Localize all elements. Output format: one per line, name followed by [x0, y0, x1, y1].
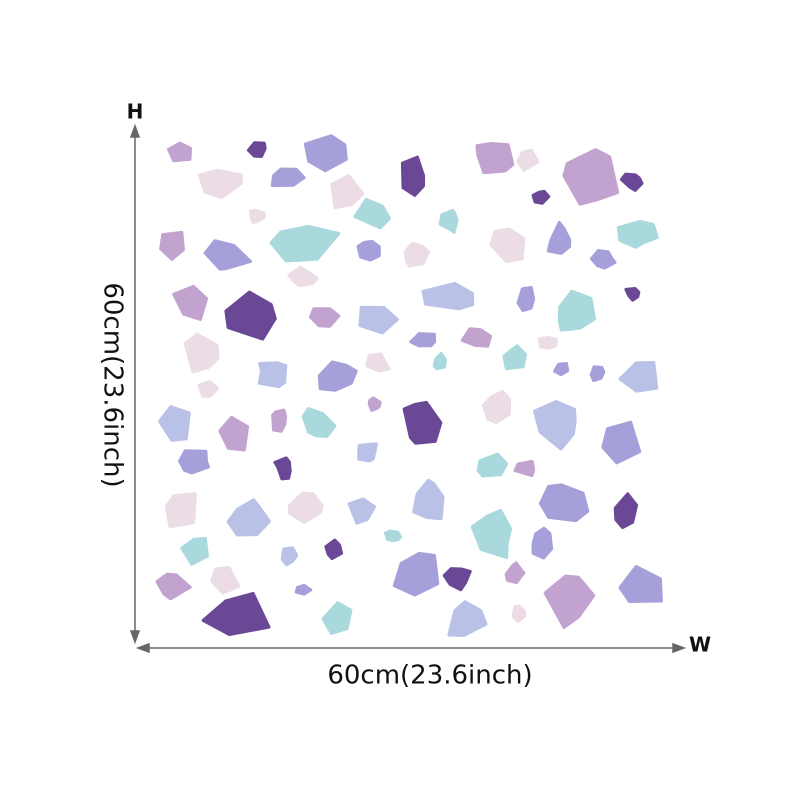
terrazzo-chip [546, 220, 572, 255]
height-axis-label: H [127, 100, 144, 124]
terrazzo-chip [330, 174, 365, 209]
terrazzo-chip [601, 420, 642, 465]
terrazzo-chip [248, 208, 266, 225]
terrazzo-chip [155, 572, 192, 601]
terrazzo-chip [167, 141, 192, 163]
arrow-head [672, 642, 687, 654]
terrazzo-chip [356, 239, 381, 262]
terrazzo-chip [557, 289, 597, 332]
terrazzo-chip [164, 492, 197, 529]
terrazzo-chip [197, 380, 220, 398]
terrazzo-chip [533, 400, 577, 451]
terrazzo-chip [353, 198, 391, 230]
terrazzo-chip [543, 574, 596, 629]
terrazzo-chip [438, 208, 459, 234]
terrazzo-chip [447, 600, 488, 637]
arrow-head [135, 642, 150, 654]
terrazzo-chip [511, 604, 527, 624]
terrazzo-chip [516, 148, 540, 172]
terrazzo-chip [257, 361, 288, 389]
terrazzo-chip [513, 459, 536, 477]
terrazzo-chip [280, 546, 299, 567]
terrazzo-chip [383, 529, 403, 543]
terrazzo-chip [180, 537, 209, 566]
terrazzo-chip [409, 332, 437, 348]
terrazzo-chip [476, 452, 509, 478]
terrazzo-chip [273, 456, 292, 481]
terrazzo-chip [303, 134, 348, 173]
terrazzo-chip [324, 538, 344, 561]
terrazzo-chip [616, 219, 659, 249]
terrazzo-chip [538, 483, 590, 523]
terrazzo-chip [183, 332, 220, 374]
terrazzo-chip [357, 442, 378, 463]
terrazzo-chip [403, 241, 430, 268]
terrazzo-chip [624, 287, 641, 302]
arrow-head [129, 123, 141, 138]
terrazzo-chip [516, 286, 536, 312]
terrazzo-chip [489, 227, 526, 263]
terrazzo-chip [224, 290, 277, 341]
terrazzo-chip [287, 491, 324, 524]
terrazzo-chip [158, 405, 191, 442]
width-dimension: 60cm(23.6inch) [327, 661, 532, 691]
terrazzo-chip [226, 498, 271, 537]
terrazzo-chip [618, 565, 663, 603]
terrazzo-chip [269, 224, 341, 263]
terrazzo-chip [475, 142, 515, 175]
terrazzo-chip [460, 327, 493, 348]
terrazzo-chip [553, 362, 570, 377]
terrazzo-chip [619, 172, 644, 192]
terrazzo-chip [365, 352, 391, 373]
terrazzo-chip [421, 281, 475, 311]
terrazzo-chip [178, 449, 210, 475]
terrazzo-chip [504, 561, 526, 584]
terrazzo-chip [613, 492, 639, 530]
terrazzo-chip [358, 305, 399, 335]
terrazzo-chip [159, 230, 185, 261]
height-dimension: 60cm(23.6inch) [98, 282, 128, 487]
terrazzo-chip [347, 497, 377, 525]
terrazzo-chip [287, 265, 319, 288]
terrazzo-chip [531, 189, 551, 205]
terrazzo-chip [589, 365, 606, 383]
terrazzo-chip [538, 335, 559, 350]
terrazzo-chip [531, 526, 554, 560]
terrazzo-chip [203, 239, 252, 271]
terrazzo-chip [294, 583, 313, 596]
terrazzo-chip [618, 361, 659, 393]
terrazzo-chip [308, 307, 341, 328]
terrazzo-chip [562, 148, 620, 206]
terrazzo-chip [589, 249, 617, 270]
terrazzo-chip [172, 284, 209, 321]
width-axis-label: W [689, 633, 711, 657]
terrazzo-chip [270, 167, 306, 188]
terrazzo-chip [481, 389, 512, 425]
terrazzo-chip [317, 360, 358, 392]
terrazzo-chip [400, 155, 426, 197]
terrazzo-chip [502, 344, 528, 371]
terrazzo-chip [402, 400, 443, 445]
terrazzo-chip [210, 566, 241, 595]
terrazzo-chip [442, 567, 472, 592]
terrazzo-chip [470, 508, 513, 560]
terrazzo-chip [271, 408, 288, 433]
terrazzo-chip [432, 352, 447, 371]
terrazzo-chip [246, 141, 267, 158]
terrazzo-chip [392, 551, 440, 597]
terrazzo-chip [301, 407, 337, 438]
terrazzo-chip [218, 415, 250, 452]
terrazzo-chip [321, 601, 353, 635]
terrazzo-chip [201, 591, 271, 636]
terrazzo-pattern [155, 134, 663, 637]
terrazzo-chip [367, 396, 382, 412]
terrazzo-chip [412, 478, 445, 521]
terrazzo-chip [197, 168, 243, 200]
arrow-head [129, 630, 141, 645]
dimension-arrows [129, 123, 687, 654]
